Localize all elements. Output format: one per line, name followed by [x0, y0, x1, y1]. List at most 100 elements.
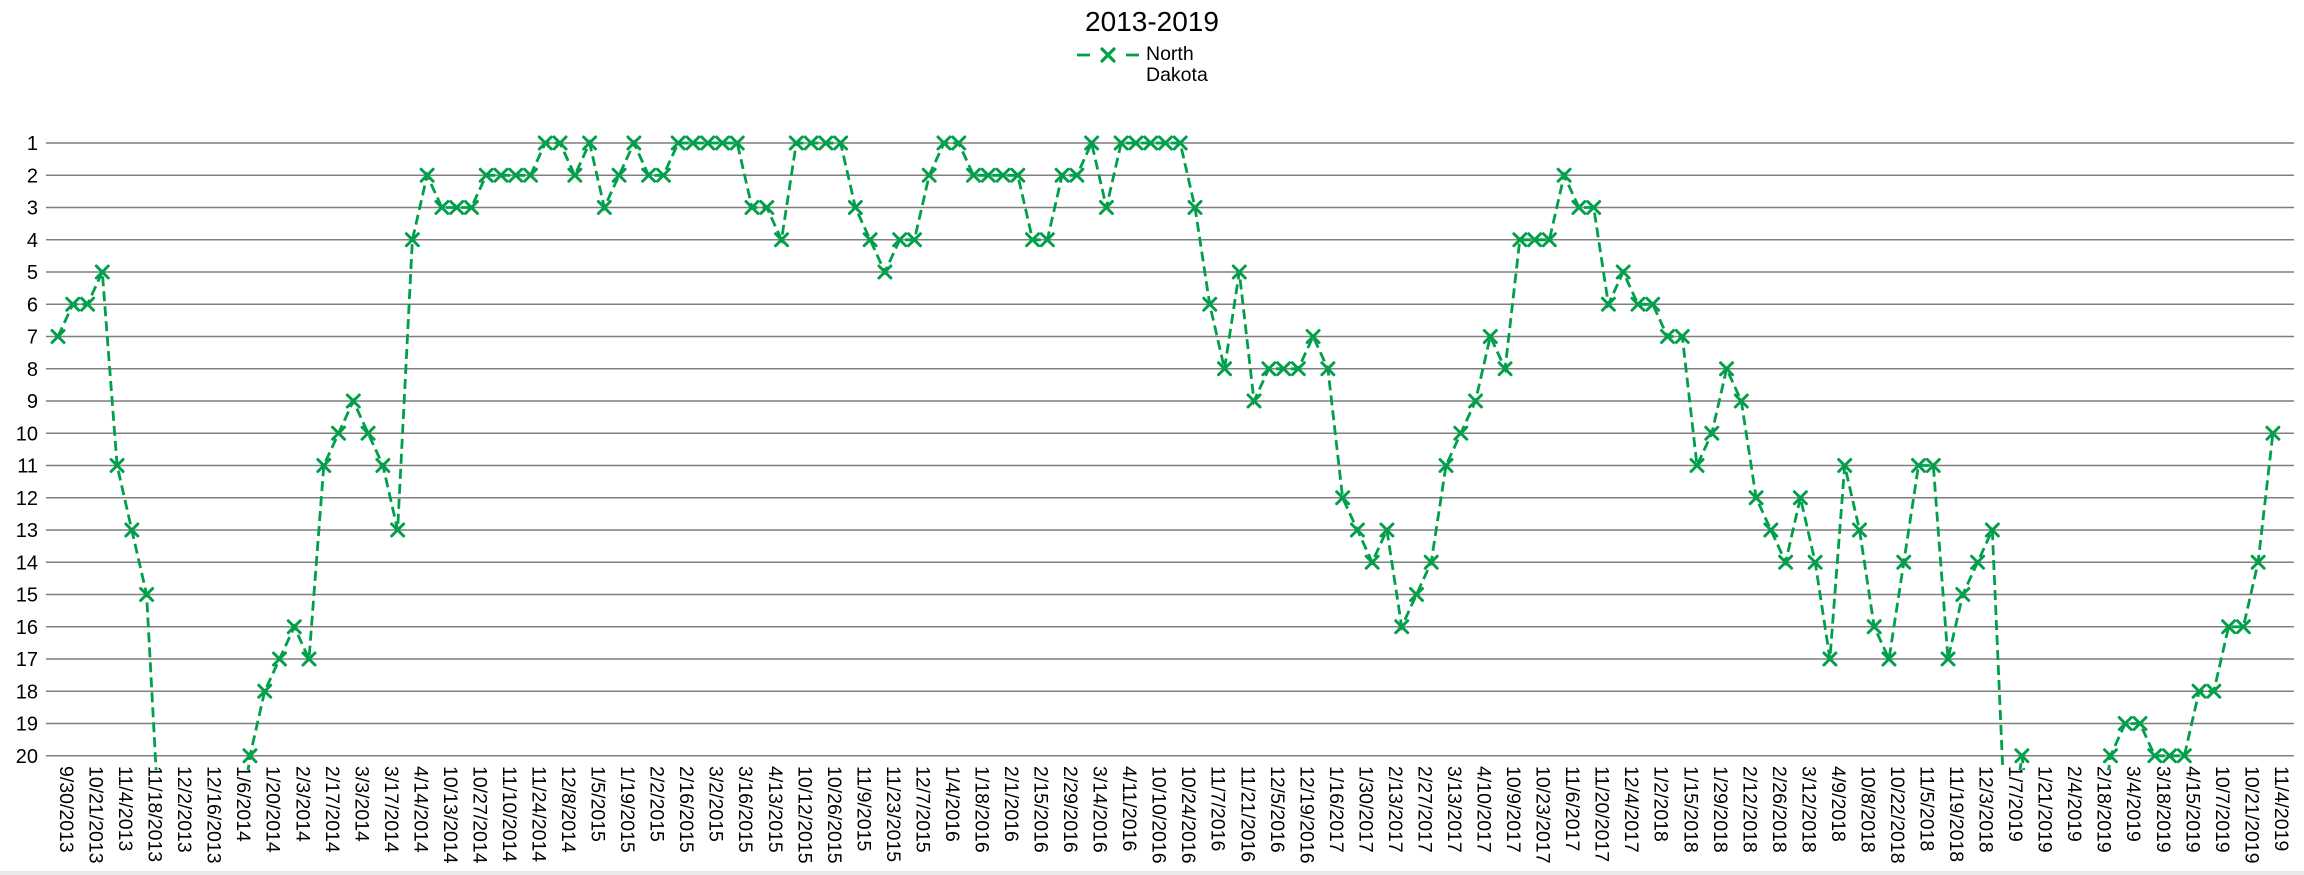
x-axis-tick-label: 2/1/2016	[1000, 766, 1022, 842]
x-axis-tick-label: 11/4/2013	[114, 766, 136, 851]
data-point-x-marker	[818, 135, 834, 151]
data-point-x-marker	[1305, 329, 1321, 344]
series-line	[56, 138, 2275, 770]
x-axis-tick-label: 11/5/2018	[1916, 766, 1938, 851]
data-point-x-marker	[1143, 135, 1159, 151]
data-point-x-marker	[124, 522, 140, 538]
data-point-x-marker	[1763, 522, 1779, 538]
x-axis-tick-label: 1/5/2015	[587, 766, 609, 842]
x-axis-tick-label: 11/23/2015	[882, 766, 904, 862]
x-axis-tick-label: 10/27/2014	[468, 766, 490, 864]
x-axis-tick-label: 3/17/2014	[380, 766, 402, 853]
data-point-x-marker	[611, 167, 627, 183]
x-axis-tick-label: 12/16/2013	[203, 766, 225, 864]
data-point-x-marker	[803, 135, 819, 151]
data-point-x-marker	[862, 232, 878, 248]
x-axis-tick-label: 10/23/2017	[1532, 766, 1554, 864]
x-axis-tick-label: 10/12/2015	[793, 766, 815, 864]
data-point-x-marker	[700, 135, 716, 151]
data-point-x-marker	[1719, 361, 1735, 377]
x-axis-tick-label: 12/19/2016	[1295, 766, 1317, 864]
data-point-x-marker	[1010, 167, 1026, 183]
data-point-x-marker	[50, 329, 66, 344]
data-point-x-marker	[1379, 522, 1395, 538]
data-point-x-marker	[921, 167, 937, 183]
data-point-x-marker	[1394, 619, 1410, 635]
data-point-x-marker	[2221, 619, 2237, 635]
x-axis-tick-label: 2/12/2018	[1738, 766, 1760, 853]
data-point-x-marker	[1955, 587, 1971, 602]
x-axis-tick-label: 10/9/2017	[1502, 766, 1524, 853]
x-axis-tick-label: 2/16/2015	[675, 766, 697, 853]
data-point-x-marker	[1349, 522, 1365, 538]
x-axis-tick-label: 11/9/2015	[852, 766, 874, 851]
x-axis-tick-label: 9/30/2013	[55, 766, 77, 853]
data-point-x-marker	[906, 232, 922, 248]
x-axis-tick-label: 11/21/2016	[1236, 766, 1258, 862]
x-axis-tick-label: 11/7/2016	[1207, 766, 1229, 851]
y-axis-tick-label: 19	[16, 714, 38, 736]
data-point-x-marker	[139, 587, 155, 602]
x-axis-tick-label: 11/18/2013	[144, 766, 166, 862]
x-axis-tick-label: 1/6/2014	[232, 766, 254, 842]
data-point-x-marker	[1172, 135, 1188, 151]
data-point-x-marker	[1615, 264, 1631, 280]
y-axis-tick-label: 5	[27, 262, 38, 284]
data-point-x-marker	[65, 296, 81, 312]
data-point-x-marker	[2265, 425, 2281, 441]
data-point-x-marker	[729, 135, 745, 151]
data-point-x-marker	[1084, 135, 1100, 151]
x-axis-tick-label: 2/18/2019	[2093, 766, 2115, 853]
data-point-x-marker	[1792, 490, 1808, 506]
y-axis-tick-label: 18	[16, 681, 38, 703]
data-point-x-marker	[1866, 619, 1882, 635]
data-point-x-marker	[567, 167, 583, 183]
data-point-x-marker	[478, 167, 494, 183]
data-point-x-marker	[1320, 361, 1336, 377]
data-point-x-marker	[1733, 393, 1749, 409]
data-point-x-marker	[434, 200, 450, 215]
x-axis-tick-label: 12/7/2015	[911, 766, 933, 853]
data-point-x-marker	[1512, 232, 1528, 248]
data-point-x-marker	[242, 748, 258, 764]
data-point-x-marker	[1276, 361, 1292, 377]
x-axis-tick-label: 11/6/2017	[1561, 766, 1583, 851]
data-point-x-marker	[1482, 329, 1498, 344]
x-axis-tick-label: 12/3/2018	[1975, 766, 1997, 853]
data-point-x-marker	[331, 425, 347, 441]
data-point-x-marker	[1202, 296, 1218, 312]
x-axis-tick-label: 3/18/2019	[2152, 766, 2174, 853]
data-point-x-marker	[1571, 200, 1587, 215]
x-axis-tick-label: 10/26/2015	[823, 766, 845, 864]
x-axis-tick-label: 11/24/2014	[528, 766, 550, 862]
gridlines	[46, 142, 2294, 757]
x-axis-tick-label: 12/8/2014	[557, 766, 579, 853]
data-point-x-marker	[1468, 393, 1484, 409]
x-axis-tick-label: 1/16/2017	[1325, 766, 1347, 853]
chart-title: 2013-2019	[1085, 6, 1219, 37]
x-axis-tick-label: 1/20/2014	[262, 766, 284, 853]
y-axis-tick-label: 17	[16, 649, 38, 671]
x-axis-tick-label: 2/4/2019	[2063, 766, 2085, 842]
data-point-x-marker	[892, 232, 908, 248]
data-point-x-marker	[744, 200, 760, 215]
x-axis-tick-labels: 9/30/2013 10/21/2013 11/4/2013 11/18/2013 12…	[55, 766, 2292, 864]
y-axis-tick-label: 13	[16, 520, 38, 542]
x-axis-tick-label: 2/15/2016	[1030, 766, 1052, 853]
data-point-x-marker	[1335, 490, 1351, 506]
data-point-x-marker	[1881, 651, 1897, 667]
x-axis-tick-label: 2/17/2014	[321, 766, 343, 853]
x-axis-tick-label: 4/9/2018	[1827, 766, 1849, 842]
data-point-x-marker	[1497, 361, 1513, 377]
data-point-x-marker	[951, 135, 967, 151]
data-point-x-marker	[1261, 361, 1277, 377]
x-axis-tick-label: 1/2/2018	[1650, 766, 1672, 842]
y-axis-tick-label: 15	[16, 585, 38, 607]
data-point-x-marker	[552, 135, 568, 151]
y-axis-tick-label: 11	[17, 456, 38, 478]
data-point-x-marker	[1039, 232, 1055, 248]
data-point-x-marker	[1157, 135, 1173, 151]
data-point-x-marker	[1423, 554, 1439, 570]
